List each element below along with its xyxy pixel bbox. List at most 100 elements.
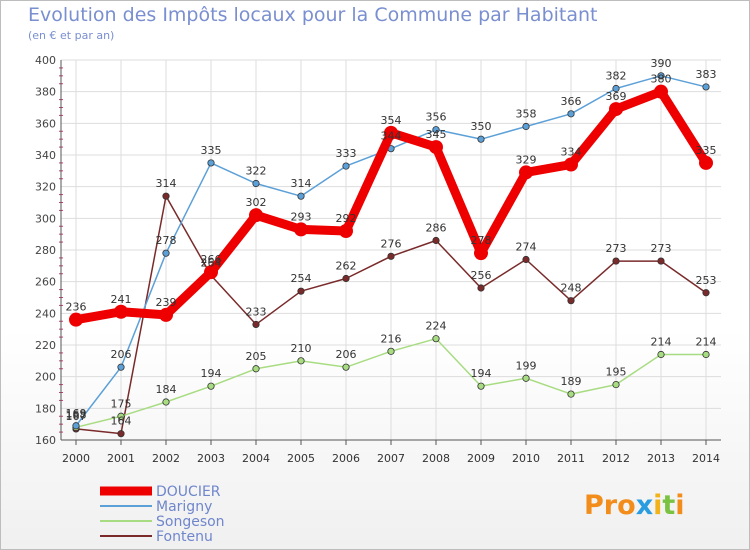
x-tick-label: 2010 (512, 452, 540, 465)
point-fontenu (162, 192, 170, 200)
data-label-marigny: 356 (426, 111, 447, 124)
logo-letter: o (617, 490, 636, 521)
data-label-marigny: 335 (201, 144, 222, 157)
data-label-marigny: 333 (336, 147, 357, 160)
point-marigny (702, 83, 710, 91)
data-label-songeson: 194 (201, 367, 222, 380)
x-tick-label: 2004 (242, 452, 270, 465)
data-label-doucier: 239 (156, 296, 177, 309)
point-doucier (69, 312, 83, 327)
data-label-songeson: 199 (516, 359, 537, 372)
data-label-doucier: 292 (336, 212, 357, 225)
data-label-marigny: 383 (696, 68, 717, 81)
data-label-doucier: 302 (246, 196, 267, 209)
data-label-doucier: 380 (651, 73, 672, 86)
x-tick-label: 2014 (692, 452, 720, 465)
data-label-marigny: 358 (516, 108, 537, 121)
logo-letter: i (653, 490, 663, 521)
data-label-fontenu: 256 (471, 269, 492, 282)
point-fontenu (387, 252, 395, 260)
data-label-fontenu: 248 (561, 282, 582, 295)
legend-label-fontenu: Fontenu (156, 529, 213, 545)
point-marigny (567, 110, 575, 118)
y-tick-label: 380 (35, 86, 56, 99)
point-marigny (297, 192, 305, 200)
point-doucier (654, 84, 668, 99)
data-label-doucier: 345 (426, 128, 447, 141)
data-label-fontenu: 273 (606, 242, 627, 255)
point-songeson (612, 380, 620, 389)
point-marigny (117, 363, 125, 371)
point-marigny (252, 179, 260, 188)
x-tick-label: 2008 (422, 452, 450, 465)
data-label-fontenu: 276 (381, 237, 402, 250)
point-songeson (522, 374, 530, 382)
point-doucier (159, 307, 173, 322)
point-songeson (567, 390, 575, 398)
data-label-doucier: 278 (471, 234, 492, 247)
data-label-fontenu: 262 (336, 260, 357, 273)
data-label-doucier: 335 (696, 144, 717, 157)
data-label-doucier: 369 (606, 90, 627, 103)
point-marigny (207, 159, 215, 167)
data-label-fontenu: 273 (651, 242, 672, 255)
data-label-marigny: 344 (381, 130, 402, 143)
y-tick-label: 340 (35, 149, 56, 162)
x-tick-label: 2005 (287, 452, 315, 465)
x-tick-label: 2000 (62, 452, 90, 465)
axes: 160 180 200 220 240 260 280 300 320 340 360 380 400 2… (35, 54, 721, 465)
point-fontenu (657, 257, 665, 265)
y-tick-label: 280 (35, 244, 56, 257)
point-fontenu (522, 255, 530, 264)
y-tick-label: 300 (35, 212, 56, 225)
data-label-fontenu: 314 (156, 177, 177, 190)
logo-letter: x (635, 490, 654, 521)
x-tick-label: 2002 (152, 452, 180, 465)
point-marigny (432, 126, 440, 134)
y-tick-label: 200 (35, 371, 56, 384)
data-label-doucier: 266 (201, 253, 222, 266)
point-songeson (162, 398, 170, 406)
point-songeson (387, 347, 395, 355)
data-label-marigny: 350 (471, 120, 492, 133)
data-label-songeson: 168 (66, 408, 87, 421)
chart-subtitle: (en € et par an) (28, 29, 115, 42)
data-label-marigny: 206 (111, 348, 132, 361)
data-label-fontenu: 233 (246, 305, 267, 318)
point-songeson (297, 357, 305, 365)
point-songeson (477, 382, 485, 390)
data-label-doucier: 241 (111, 293, 132, 306)
point-songeson (252, 365, 260, 373)
y-tick-label: 180 (35, 402, 56, 415)
point-doucier (249, 208, 263, 223)
point-fontenu (117, 430, 125, 438)
data-label-marigny: 366 (561, 95, 582, 108)
point-marigny (612, 84, 620, 93)
data-labels: 167 164 314 264 233 254 262 276 286 256 274 248 273 2… (66, 57, 717, 428)
chart-title: Evolution des Impôts locaux pour la Comm… (28, 4, 598, 26)
point-songeson (432, 335, 440, 343)
point-doucier (114, 304, 128, 319)
point-fontenu (297, 287, 305, 295)
series-lines (69, 72, 713, 438)
data-label-doucier: 293 (291, 210, 312, 223)
data-label-fontenu: 274 (516, 241, 537, 254)
point-songeson (342, 363, 350, 371)
data-label-songeson: 214 (651, 336, 672, 349)
data-label-songeson: 184 (156, 383, 177, 396)
point-doucier (204, 265, 218, 280)
y-tick-label: 240 (35, 307, 56, 320)
data-label-marigny: 390 (651, 57, 672, 70)
point-doucier (519, 165, 533, 180)
data-label-songeson: 206 (336, 348, 357, 361)
point-doucier (384, 125, 398, 140)
x-tick-label: 2012 (602, 452, 630, 465)
data-label-marigny: 322 (246, 165, 267, 178)
point-doucier (474, 246, 488, 261)
data-label-fontenu: 164 (111, 415, 132, 428)
data-label-marigny: 382 (606, 70, 627, 83)
point-fontenu (252, 320, 260, 329)
data-label-doucier: 329 (516, 153, 537, 166)
point-songeson (657, 350, 665, 359)
y-tick-label: 220 (35, 339, 56, 352)
